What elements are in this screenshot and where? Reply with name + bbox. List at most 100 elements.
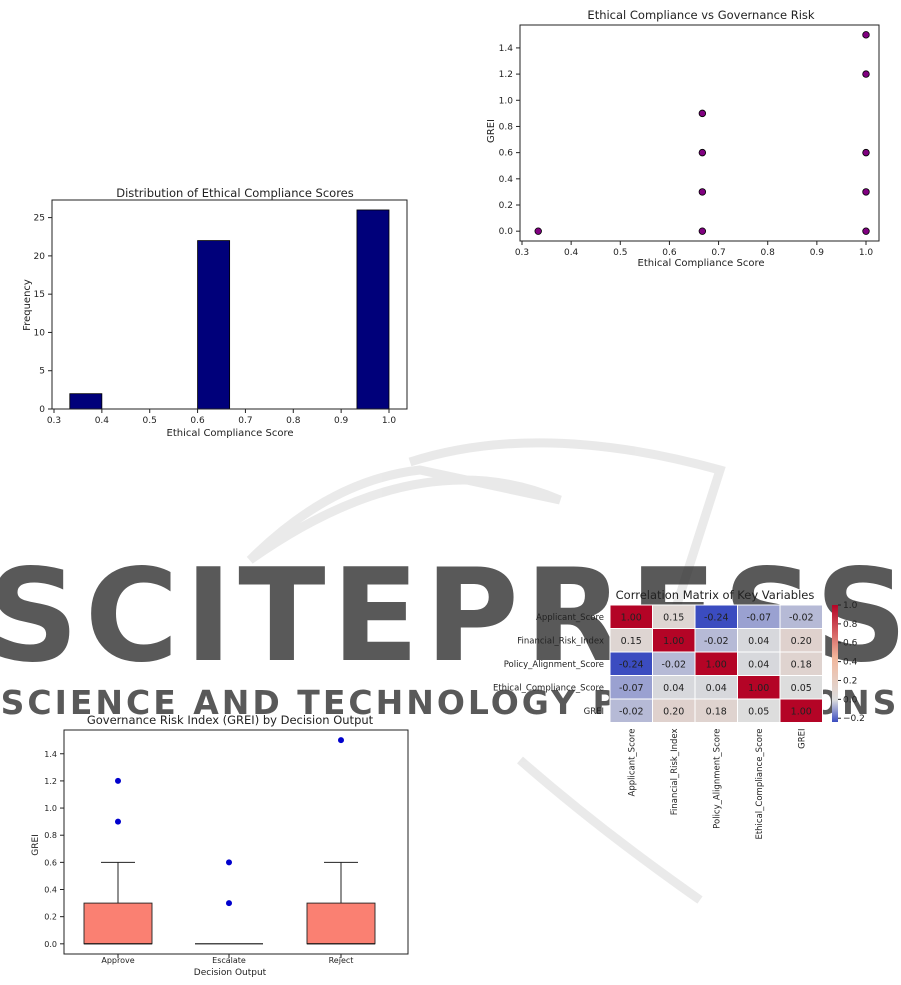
heatmap-colorbar-tick-label: 0.0 (843, 695, 858, 705)
boxplot-box (306, 902, 376, 945)
heatmap-cell-label: 0.15 (621, 636, 642, 647)
scatter-xtick-label: 0.5 (613, 248, 627, 258)
heatmap-cell-label: 0.18 (791, 659, 812, 670)
heatmap-colorbar-tick-label: 0.8 (843, 620, 858, 630)
scatter-xtick-label: 1.0 (859, 248, 874, 258)
boxplot-outlier (226, 900, 232, 907)
histogram-xtick-label: 0.3 (47, 416, 61, 426)
heatmap-cell-label: -0.07 (619, 683, 644, 694)
scatter-point (862, 227, 870, 235)
boxplot-outlier (226, 859, 232, 866)
heatmap-col-label: Ethical_Compliance_Score (755, 729, 765, 840)
boxplot-ytick-label: 1.2 (44, 777, 57, 786)
histogram-xtick-label: 0.4 (95, 416, 110, 426)
histogram-ytick-label: 0 (39, 405, 45, 415)
scatter-frame (519, 24, 880, 242)
heatmap-col-label: Financial_Risk_Index (670, 729, 680, 816)
boxplot-title: Governance Risk Index (GREI) by Decision… (87, 713, 374, 727)
heatmap-cell-label: 0.04 (748, 636, 769, 647)
boxplot-ylabel: GREI (31, 834, 41, 856)
boxplot-ytick-label: 0.8 (44, 831, 57, 840)
heatmap-col-label: Applicant_Score (627, 729, 637, 797)
scatter-ytick-label: 0.4 (499, 175, 514, 185)
scatter-ytick-label: 1.4 (499, 44, 514, 54)
watermark-book-spine (517, 756, 703, 904)
boxplot-xtick-label: Escalate (212, 956, 246, 965)
heatmap-cell-label: 1.00 (621, 612, 642, 623)
histogram-xtick-label: 0.5 (143, 416, 157, 426)
heatmap-colorbar (832, 605, 838, 722)
boxplot-xtick-label: Approve (101, 956, 134, 965)
scatter-ylabel: GREI (486, 119, 497, 143)
scatter-point (698, 227, 707, 235)
histogram-ytick-label: 5 (39, 367, 45, 377)
heatmap-row-label: GREI (584, 707, 604, 717)
heatmap-title: Correlation Matrix of Key Variables (616, 588, 815, 602)
histogram-ylabel: Frequency (22, 279, 33, 331)
heatmap-colorbar-tick-label: 1.0 (843, 601, 858, 611)
heatmap-col-label: Policy_Alignment_Score (712, 729, 722, 829)
heatmap-cell-label: -0.02 (661, 659, 686, 670)
scatter-ytick-label: 0.2 (499, 201, 513, 211)
heatmap-cell-label: -0.02 (789, 612, 814, 623)
histogram-xlabel: Ethical Compliance Score (167, 428, 294, 439)
scatter-point (862, 31, 870, 39)
heatmap-cell-label: -0.02 (704, 636, 729, 647)
boxplot-ytick-label: 0.4 (44, 886, 57, 895)
scatter-xtick-label: 0.3 (515, 248, 529, 258)
heatmap-cell-label: 1.00 (706, 659, 727, 670)
scatter-xtick-label: 0.8 (761, 248, 776, 258)
scatter-ytick-label: 0.0 (499, 227, 514, 237)
histogram-xtick-label: 1.0 (382, 416, 397, 426)
heatmap-cell-label: 1.00 (748, 683, 769, 694)
heatmap-cell-label: -0.07 (746, 612, 771, 623)
scatter-title: Ethical Compliance vs Governance Risk (587, 8, 814, 22)
scatter-xlabel: Ethical Compliance Score (638, 258, 765, 269)
boxplot-outlier (338, 737, 344, 744)
heatmap-cell (779, 698, 823, 723)
scatter-ytick-label: 1.2 (499, 70, 513, 80)
histogram-xtick-label: 0.9 (334, 416, 349, 426)
boxplot-xtick-label: Reject (329, 956, 354, 965)
scatter-ytick-label: 0.6 (499, 149, 514, 159)
watermark-book-edge (408, 438, 726, 722)
boxplot-ytick-label: 1.4 (44, 750, 57, 759)
boxplot-ytick-label: 0.0 (44, 940, 57, 949)
heatmap-cell-label: -0.02 (619, 706, 644, 717)
boxplot-xlabel: Decision Output (194, 968, 267, 978)
scatter-point (862, 148, 870, 157)
boxplot-ytick-label: 0.6 (44, 858, 57, 867)
heatmap-colorbar-tick-label: 0.2 (843, 676, 857, 686)
heatmap-colorbar-tick-label: 0.6 (843, 639, 858, 649)
heatmap-cell-label: 1.00 (663, 636, 684, 647)
heatmap-cell-label: -0.24 (704, 612, 729, 623)
scatter-point (698, 188, 707, 196)
histogram-ytick-label: 20 (34, 252, 46, 262)
heatmap-cell-label: 1.00 (791, 706, 812, 717)
heatmap-colorbar-tick-label: 0.4 (843, 658, 858, 668)
scatter-point (862, 70, 870, 78)
heatmap-cell-label: 0.04 (706, 683, 727, 694)
scatter-ytick-label: 1.0 (499, 96, 514, 106)
scatter-xtick-label: 0.6 (662, 248, 677, 258)
scatter-point (534, 227, 542, 235)
watermark-book-shape (246, 465, 562, 564)
histogram-ytick-label: 25 (34, 214, 45, 224)
heatmap-cell-label: 0.20 (663, 706, 684, 717)
scatter-ytick-label: 0.8 (499, 122, 514, 132)
histogram-ytick-label: 15 (34, 290, 45, 300)
heatmap-cell-label: 0.15 (663, 612, 684, 623)
boxplot-ytick-label: 0.2 (44, 913, 57, 922)
histogram-bar (197, 240, 231, 410)
heatmap-cell-label: 0.04 (663, 683, 684, 694)
scatter-point (698, 109, 707, 118)
scatter-xtick-label: 0.9 (810, 248, 825, 258)
heatmap-row-label: Applicant_Score (536, 613, 604, 623)
heatmap-cell-label: 0.04 (748, 659, 769, 670)
heatmap-row-label: Policy_Alignment_Score (504, 660, 604, 670)
histogram-frame (51, 199, 408, 410)
heatmap-colorbar-tick-label: −0.2 (843, 714, 865, 724)
